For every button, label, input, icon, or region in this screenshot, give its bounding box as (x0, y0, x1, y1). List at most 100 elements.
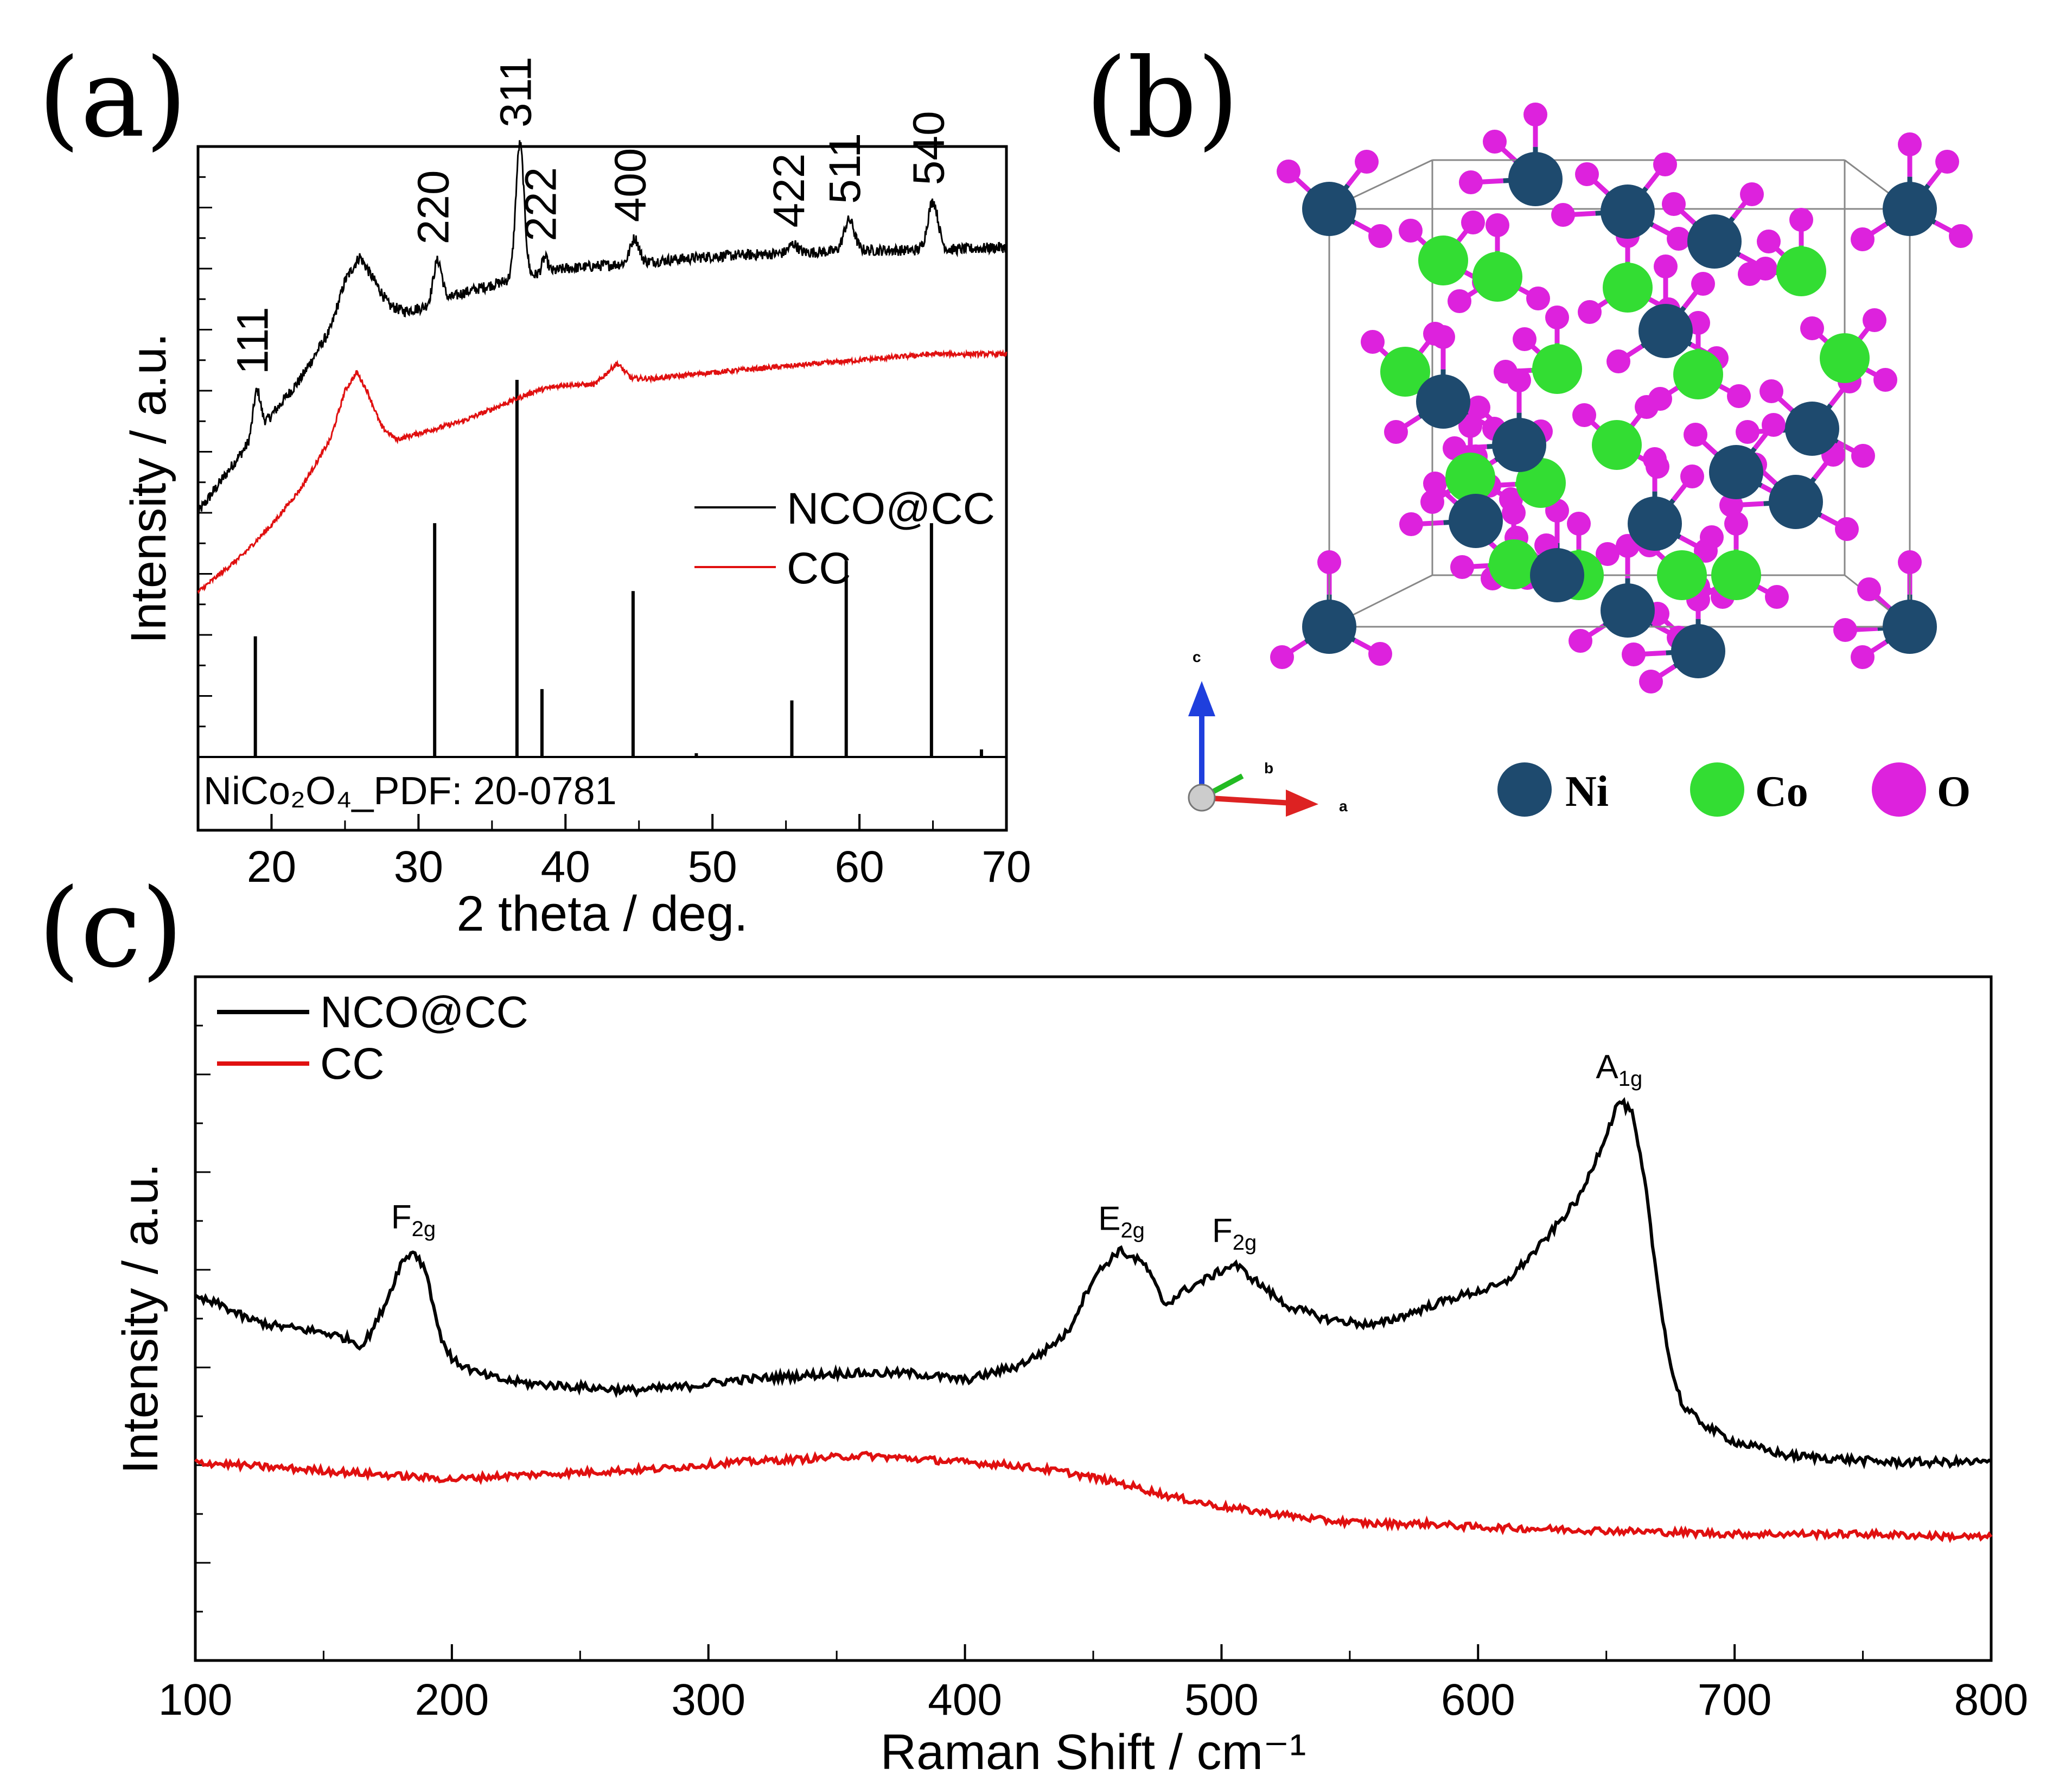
o-atom (1935, 150, 1959, 174)
raman-x-tick-label: 200 (415, 1675, 489, 1725)
xrd-y-ticks (198, 145, 212, 758)
raman-peak-label: F2g (1212, 1212, 1257, 1255)
o-atom (1494, 360, 1518, 384)
ni-atom (1530, 548, 1584, 602)
xrd-legend-label-cc: CC (787, 544, 851, 593)
xrd-peak-label: 220 (409, 170, 458, 245)
raman-x-tick-label: 500 (1184, 1675, 1259, 1725)
o-legend-label: O (1937, 768, 1971, 816)
ni-atom (1416, 374, 1470, 429)
o-atom (1575, 162, 1599, 186)
o-atom (1662, 192, 1686, 216)
raman-x-tick-label: 700 (1698, 1675, 1772, 1725)
o-atom (1898, 550, 1922, 574)
o-atom (1684, 423, 1707, 447)
xrd-x-tick-label: 30 (394, 842, 443, 892)
ni-atom (1508, 152, 1563, 206)
co-atom (1592, 420, 1642, 470)
o-atom (1740, 182, 1764, 206)
o-atom (1719, 493, 1743, 517)
xrd-x-axis-title: 2 theta / deg. (456, 886, 748, 941)
o-atom (1646, 455, 1669, 479)
xrd-x-tick-label: 40 (541, 842, 590, 892)
xrd-reference-label: NiCo₂O₄_PDF: 20-0781 (203, 769, 617, 813)
xrd-series-nco (197, 140, 1007, 514)
o-atom (1762, 413, 1786, 437)
co-atom (1820, 333, 1870, 383)
xrd-x-tick-label: 50 (688, 842, 737, 892)
o-atom (1736, 420, 1759, 444)
raman-chart: 100 200 300 400 500 600 700 800 F2g E2g F2g A1g Ra… (113, 975, 2029, 1780)
axis-origin (1188, 784, 1216, 812)
co-legend-label: Co (1755, 768, 1808, 816)
raman-y-ticks (195, 976, 211, 1662)
raman-series-nco (194, 1097, 1992, 1471)
o-atom (1639, 670, 1663, 693)
o-atom (1569, 629, 1592, 653)
raman-y-axis-title: Intensity / a.u. (113, 1163, 168, 1474)
xrd-peak-label: 511 (820, 133, 870, 204)
ni-atom (1785, 402, 1839, 456)
co-atom (1532, 344, 1582, 394)
ni-atom (1687, 214, 1742, 269)
crystal-legend: Ni Co O (1497, 762, 1971, 817)
o-atom (1355, 150, 1379, 174)
raman-legend-label-cc: CC (320, 1039, 384, 1089)
xrd-x-tick-label: 70 (981, 842, 1031, 892)
raman-x-tick-label: 800 (1954, 1675, 2029, 1725)
o-atom (1450, 555, 1474, 579)
xrd-peak-label: 311 (491, 56, 540, 128)
ni-atom (1883, 600, 1937, 654)
co-atom (1657, 550, 1707, 600)
o-atom (1851, 227, 1875, 251)
xrd-legend-label-nco: NCO@CC (787, 484, 995, 533)
ni-atom (1883, 182, 1937, 236)
o-atom (1423, 322, 1447, 346)
crystal-axes-indicator: c b a (1188, 648, 1348, 817)
o-atom (1551, 203, 1575, 227)
o-atom (1368, 642, 1392, 666)
o-atom (1467, 396, 1490, 419)
o-atom (1700, 525, 1724, 549)
o-atom (1851, 645, 1875, 669)
panel-label-c: (c) (38, 866, 183, 992)
o-atom (1724, 512, 1748, 536)
axis-a-arrowhead (1286, 790, 1318, 817)
o-atom (1851, 444, 1875, 468)
o-atom (1863, 308, 1886, 332)
xrd-peak-label: 540 (904, 111, 954, 185)
xrd-y-axis-title: Intensity / a.u. (121, 333, 176, 644)
o-atom (1567, 512, 1591, 536)
o-atom (1270, 645, 1294, 669)
raman-peak-label: A1g (1596, 1048, 1642, 1091)
raman-x-ticks: 100 200 300 400 500 600 700 800 (158, 1644, 2029, 1725)
crystal-atoms (1270, 103, 1973, 693)
o-atom (1399, 512, 1423, 536)
o-atom (1691, 272, 1715, 296)
ni-atom (1671, 624, 1725, 678)
xrd-x-ticks: 20 30 40 50 60 70 (197, 814, 1031, 892)
raman-legend: NCO@CC CC (217, 988, 528, 1089)
o-atom (1486, 213, 1509, 237)
ni-atom (1769, 475, 1823, 529)
o-atom (1448, 289, 1471, 313)
o-atom (1759, 379, 1783, 403)
o-atom (1653, 152, 1677, 176)
o-atom (1765, 585, 1789, 609)
panel-label-b: (b) (1085, 35, 1239, 162)
o-legend-icon (1872, 762, 1926, 817)
o-atom (1667, 227, 1691, 251)
xrd-peak-label: 111 (228, 307, 277, 374)
raman-peak-label: F2g (391, 1199, 436, 1241)
o-atom (1738, 262, 1762, 286)
raman-x-tick-label: 600 (1441, 1675, 1515, 1725)
raman-x-tick-label: 100 (158, 1675, 233, 1725)
o-atom (1800, 316, 1824, 340)
o-atom (1420, 490, 1444, 514)
xrd-peak-label: 400 (606, 148, 655, 222)
ni-atom (1628, 497, 1682, 551)
axis-b-label: b (1264, 760, 1273, 777)
o-atom (1483, 130, 1507, 154)
xrd-x-tick-label: 20 (247, 842, 296, 892)
